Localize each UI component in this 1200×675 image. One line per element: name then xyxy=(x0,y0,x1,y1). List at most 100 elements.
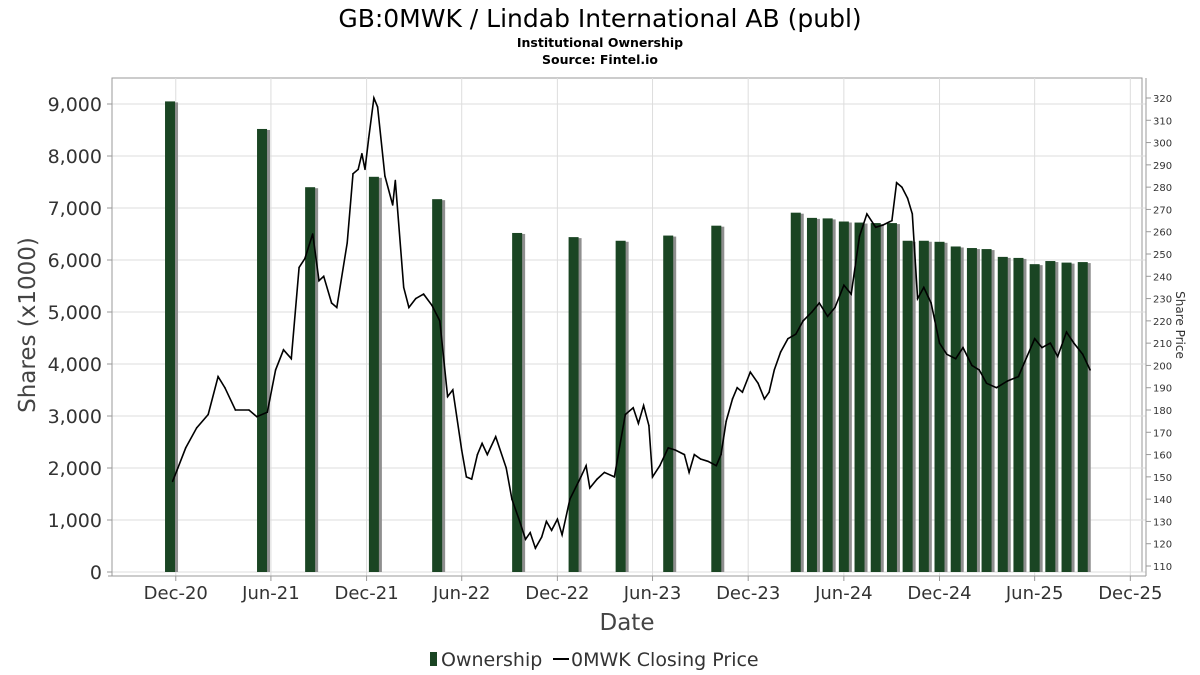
price-point-13 xyxy=(290,357,293,360)
price-point-31 xyxy=(394,179,397,182)
price-point-42 xyxy=(470,478,473,480)
x-tick-label-6: Dec-23 xyxy=(716,583,780,604)
ownership-bar-4 xyxy=(432,199,443,572)
x-tick-label-1: Jun-21 xyxy=(241,583,300,604)
right-tick-label-8: 190 xyxy=(1153,384,1172,395)
ownership-bars xyxy=(165,101,1091,573)
price-point-114 xyxy=(954,357,957,360)
price-point-9 xyxy=(256,415,258,418)
price-point-71 xyxy=(659,464,661,467)
right-tick-label-6: 170 xyxy=(1153,428,1172,439)
price-point-33 xyxy=(408,306,410,309)
legend-ownership-label: Ownership xyxy=(441,649,542,671)
price-point-37 xyxy=(438,320,441,322)
price-point-98 xyxy=(843,284,845,287)
right-tick-label-20: 310 xyxy=(1153,116,1172,127)
x-tick-label-7: Jun-24 xyxy=(814,583,873,604)
price-point-93 xyxy=(802,320,804,322)
price-point-34 xyxy=(414,297,417,300)
price-point-66 xyxy=(632,406,634,409)
x-axis-title: Date xyxy=(600,610,655,636)
left-tick-label-8: 8,000 xyxy=(48,146,102,168)
right-tick-label-1: 120 xyxy=(1153,540,1172,551)
price-point-20 xyxy=(335,306,338,309)
x-tick-label-9: Jun-25 xyxy=(1005,583,1064,604)
ownership-bar-21 xyxy=(966,248,977,573)
price-point-24 xyxy=(361,152,363,155)
price-point-64 xyxy=(613,476,616,478)
right-tick-label-5: 160 xyxy=(1153,451,1172,462)
ownership-bar-1 xyxy=(257,128,268,572)
ownership-bar-24 xyxy=(1013,257,1024,572)
legend-price-label: 0MWK Closing Price xyxy=(571,649,759,671)
right-tick-label-11: 220 xyxy=(1153,317,1172,328)
price-point-2 xyxy=(184,447,187,449)
right-tick-label-4: 150 xyxy=(1153,473,1172,484)
right-tick-label-7: 180 xyxy=(1153,406,1172,417)
price-line-group xyxy=(171,94,1091,551)
price-point-11 xyxy=(274,369,277,371)
y2-axis-title: Share Price xyxy=(1173,291,1187,359)
price-point-67 xyxy=(637,422,640,425)
price-point-25 xyxy=(364,168,366,171)
price-point-127 xyxy=(1073,342,1075,344)
price-point-12 xyxy=(282,349,285,351)
price-point-86 xyxy=(757,382,759,385)
price-point-94 xyxy=(811,311,813,313)
price-point-51 xyxy=(529,531,532,534)
right-tick-label-3: 140 xyxy=(1153,495,1172,506)
price-point-85 xyxy=(749,371,752,373)
price-point-129 xyxy=(1089,369,1091,371)
x-tick-label-5: Jun-23 xyxy=(623,583,682,604)
price-point-10 xyxy=(266,411,269,414)
right-tick-label-12: 230 xyxy=(1153,295,1172,306)
price-point-99 xyxy=(850,293,852,295)
price-point-80 xyxy=(720,453,722,456)
price-point-106 xyxy=(901,186,903,188)
price-point-8 xyxy=(248,409,250,411)
price-point-109 xyxy=(916,297,919,300)
price-point-102 xyxy=(874,226,877,229)
price-point-113 xyxy=(946,353,948,356)
right-axis-ticks: 110 120 130 140 150 160 170 180 190 200 210 220 230 2… xyxy=(1146,94,1172,573)
price-point-120 xyxy=(1006,380,1009,382)
price-point-73 xyxy=(674,449,677,451)
price-point-63 xyxy=(603,471,606,474)
price-point-18 xyxy=(322,275,325,278)
ownership-bar-28 xyxy=(1077,262,1088,572)
price-line xyxy=(171,94,1091,551)
price-point-40 xyxy=(460,449,463,451)
left-tick-label-0: 0 xyxy=(90,562,102,584)
price-point-49 xyxy=(518,520,521,523)
price-point-26 xyxy=(367,137,370,139)
left-axis-ticks: 0 1,000 2,000 3,000 4,000 5,000 6,000 7,000 8,00… xyxy=(48,94,112,584)
chart-subtitle: Institutional Ownership xyxy=(517,35,683,50)
price-point-30 xyxy=(391,204,394,206)
ownership-bar-15 xyxy=(870,223,881,572)
price-point-14 xyxy=(298,266,300,269)
price-point-75 xyxy=(688,471,690,474)
price-point-103 xyxy=(882,224,884,226)
price-point-15 xyxy=(304,257,306,260)
price-point-96 xyxy=(826,315,829,318)
price-point-65 xyxy=(624,413,627,416)
price-point-5 xyxy=(217,375,219,378)
right-tick-label-15: 260 xyxy=(1153,228,1172,239)
price-point-108 xyxy=(911,213,914,215)
price-point-79 xyxy=(715,464,718,467)
x-tick-label-2: Dec-21 xyxy=(334,583,398,604)
price-point-88 xyxy=(768,391,770,393)
price-point-48 xyxy=(511,498,513,500)
price-point-104 xyxy=(891,219,893,222)
price-point-43 xyxy=(476,453,479,456)
ownership-bar-5 xyxy=(512,232,523,572)
price-point-92 xyxy=(794,333,797,336)
price-point-74 xyxy=(683,453,686,456)
price-point-36 xyxy=(431,304,433,307)
price-point-1 xyxy=(177,467,179,469)
price-point-58 xyxy=(569,498,571,500)
ownership-bar-11 xyxy=(806,217,817,572)
chart-title: GB:0MWK / Lindab International AB (publ) xyxy=(338,4,861,33)
x-axis-ticks: Dec-20 Jun-21 Dec-21 Jun-22 Dec-22 Jun-23 Dec-… xyxy=(144,576,1162,604)
price-point-3 xyxy=(195,427,198,429)
